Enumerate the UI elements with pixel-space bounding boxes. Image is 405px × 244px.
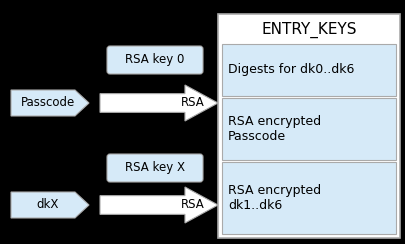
Text: RSA key 0: RSA key 0 bbox=[125, 53, 185, 67]
FancyBboxPatch shape bbox=[107, 46, 203, 74]
FancyBboxPatch shape bbox=[218, 14, 400, 238]
FancyBboxPatch shape bbox=[222, 162, 396, 234]
Text: Digests for dk0..dk6: Digests for dk0..dk6 bbox=[228, 63, 354, 77]
Text: Passcode: Passcode bbox=[21, 96, 75, 110]
Text: dkX: dkX bbox=[37, 199, 59, 212]
Text: RSA encrypted
Passcode: RSA encrypted Passcode bbox=[228, 115, 321, 143]
FancyBboxPatch shape bbox=[107, 154, 203, 182]
Polygon shape bbox=[100, 187, 218, 223]
Polygon shape bbox=[11, 192, 89, 218]
FancyBboxPatch shape bbox=[222, 44, 396, 96]
Text: ENTRY_KEYS: ENTRY_KEYS bbox=[261, 22, 357, 38]
Text: RSA encrypted
dk1..dk6: RSA encrypted dk1..dk6 bbox=[228, 184, 321, 212]
FancyBboxPatch shape bbox=[222, 98, 396, 160]
Polygon shape bbox=[11, 90, 89, 116]
Text: RSA key X: RSA key X bbox=[125, 162, 185, 174]
Text: RSA: RSA bbox=[181, 96, 204, 110]
Polygon shape bbox=[100, 85, 218, 121]
Text: RSA: RSA bbox=[181, 199, 204, 212]
